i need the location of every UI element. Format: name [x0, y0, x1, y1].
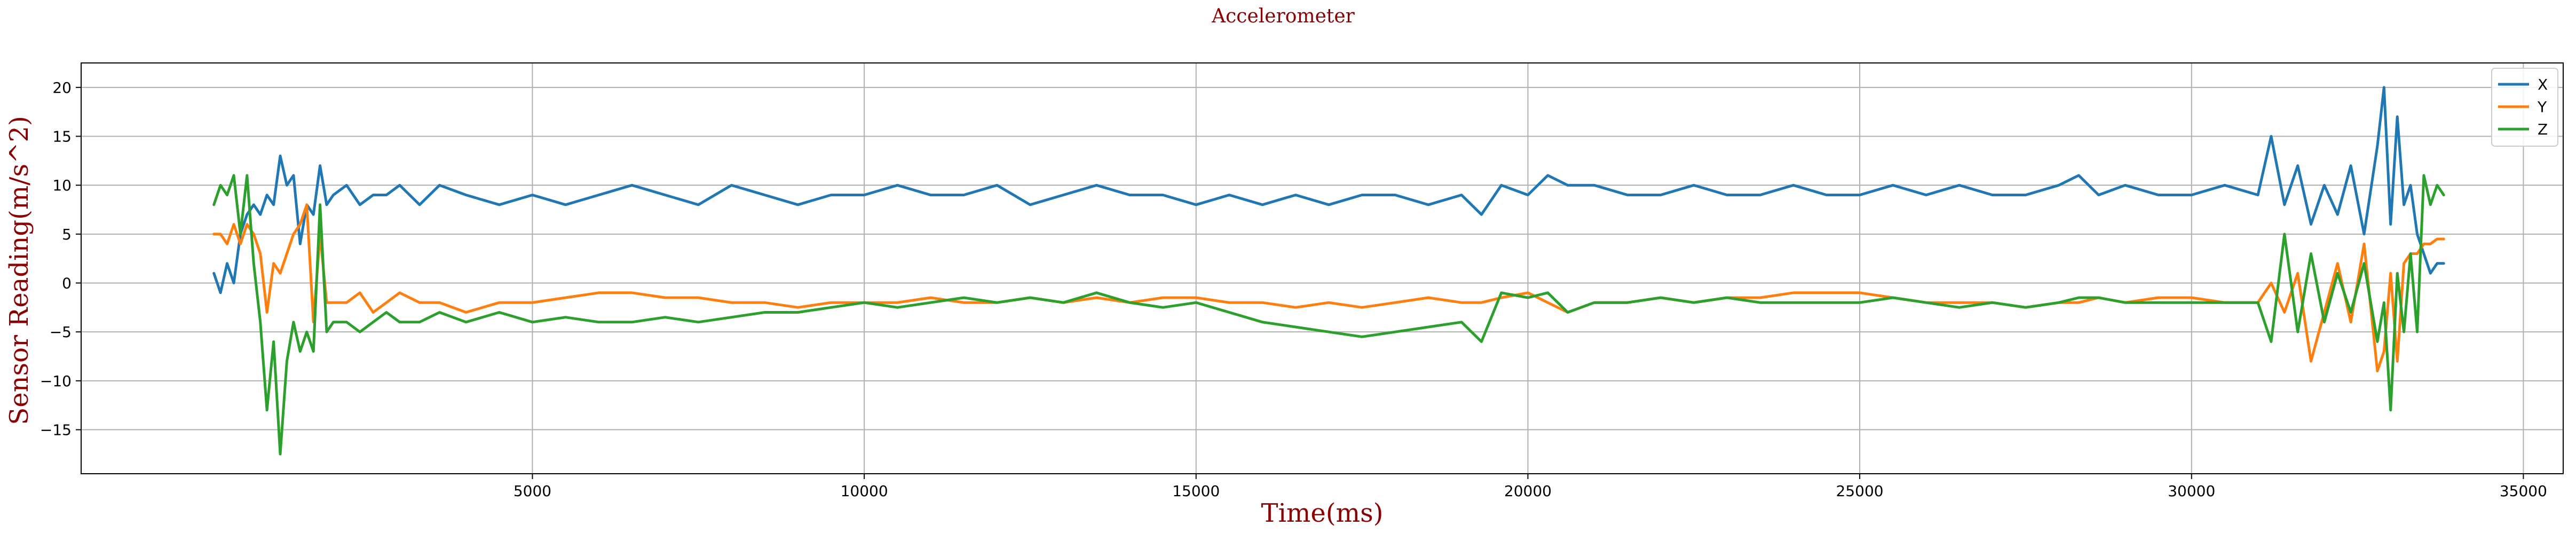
plot-area-frame — [81, 62, 2564, 474]
x-tick-label: 35000 — [2500, 482, 2547, 500]
legend-label-y: Y — [2537, 98, 2547, 116]
y-tick-label: 15 — [52, 128, 72, 146]
y-tick-label: −5 — [50, 323, 72, 341]
series-lines — [212, 86, 2445, 456]
y-tick-label: 5 — [62, 226, 72, 243]
series-line-z — [212, 174, 2445, 456]
y-tick-label: 10 — [52, 177, 72, 194]
x-tick-label: 5000 — [513, 482, 551, 500]
x-tick-label: 25000 — [1836, 482, 1884, 500]
grid-lines — [81, 63, 2563, 474]
legend-label-z: Z — [2538, 121, 2548, 138]
legend-label-x: X — [2538, 76, 2548, 93]
y-tick-label: 0 — [62, 275, 72, 292]
series-line-x — [212, 86, 2445, 294]
x-tick-label: 15000 — [1172, 482, 1220, 500]
x-tick-label: 10000 — [841, 482, 888, 500]
x-tick-label: 20000 — [1504, 482, 1552, 500]
x-tick-label: 30000 — [2168, 482, 2215, 500]
series-line-y — [212, 203, 2445, 372]
y-axis-label: Sensor Reading(m/s^2) — [4, 116, 34, 425]
y-tick-label: 20 — [52, 79, 72, 97]
legend: XYZ — [2491, 68, 2558, 147]
chart-title: Accelerometer — [1211, 5, 1355, 27]
y-tick-label: −10 — [40, 372, 72, 390]
axis-ticks: 5000 10000 15000 20000 25000 30000 35000 −15 −10… — [40, 79, 2547, 500]
x-axis-label: Time(ms) — [1261, 498, 1384, 528]
y-tick-label: −15 — [40, 421, 72, 439]
